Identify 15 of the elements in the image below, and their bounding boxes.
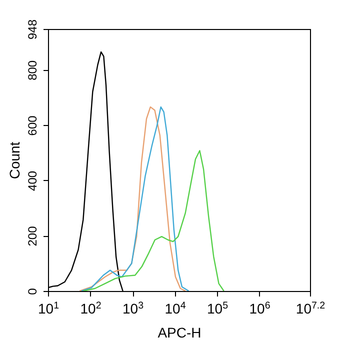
x-tick-label: 10$^{6}$ bbox=[249, 300, 271, 316]
y-tick-label: 400 bbox=[26, 170, 40, 191]
x-tick-label: 10$^{3}$ bbox=[122, 300, 144, 316]
x-tick-label: 10$^{5}$ bbox=[207, 300, 229, 316]
y-tick-label: 600 bbox=[26, 115, 40, 136]
y-tick-label: 200 bbox=[26, 226, 40, 246]
y-axis-title: Count bbox=[6, 142, 22, 180]
x-tick-label: 10$^{2}$ bbox=[80, 300, 102, 316]
y-tick-label: 948 bbox=[26, 19, 40, 40]
x-tick-label: 10$^{4}$ bbox=[164, 300, 186, 316]
x-tick-label: 10$^{7.2}$ bbox=[296, 300, 326, 316]
y-tick-label: 0 bbox=[26, 288, 40, 295]
x-tick-label: 10$^{1}$ bbox=[38, 300, 60, 316]
x-axis-title: APC-H bbox=[158, 324, 202, 340]
y-tick-label: 800 bbox=[26, 60, 40, 80]
